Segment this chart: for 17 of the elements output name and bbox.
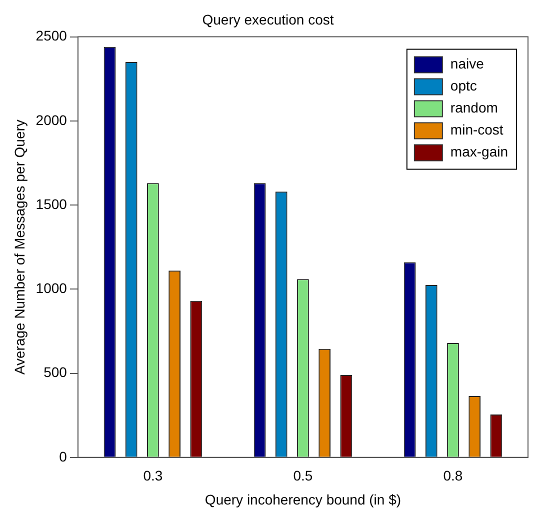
y-tick-label: 2500 (36, 28, 68, 44)
legend-label: min-cost (450, 122, 504, 138)
x-tick-label: 0.3 (143, 468, 163, 484)
y-tick-label: 0 (59, 448, 68, 464)
y-tick-label: 500 (44, 364, 68, 380)
y-tick-label: 2000 (36, 112, 68, 128)
y-tick-label: 1500 (36, 196, 68, 212)
legend-label: optc (450, 78, 477, 94)
x-tick-label: 0.5 (293, 468, 313, 484)
y-axis-title: Average Number of Messages per Query (11, 120, 28, 375)
legend-label: random (450, 100, 498, 116)
chart-title: Query execution cost (202, 11, 334, 28)
legend-label: naive (450, 56, 484, 72)
legend-label: max-gain (450, 144, 508, 160)
x-tick-label: 0.8 (443, 468, 463, 484)
y-tick-label: 1000 (36, 280, 68, 296)
x-axis-title: Query incoherency bound (in $) (204, 491, 402, 508)
